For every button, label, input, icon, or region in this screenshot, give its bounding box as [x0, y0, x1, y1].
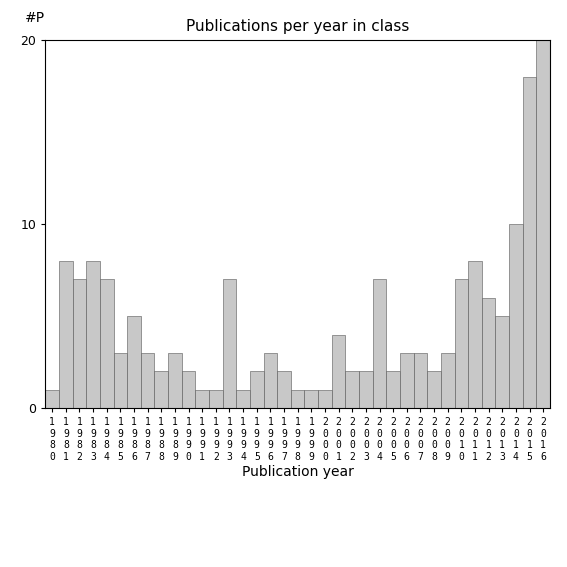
Bar [523, 77, 536, 408]
Bar [468, 261, 482, 408]
Bar [86, 261, 100, 408]
Bar [223, 279, 236, 408]
Bar [318, 390, 332, 408]
Bar [428, 371, 441, 408]
Bar [236, 390, 250, 408]
X-axis label: Publication year: Publication year [242, 465, 354, 479]
Bar [100, 279, 113, 408]
Bar [345, 371, 359, 408]
Bar [496, 316, 509, 408]
Bar [182, 371, 196, 408]
Bar [264, 353, 277, 408]
Title: Publications per year in class: Publications per year in class [186, 19, 409, 35]
Bar [441, 353, 455, 408]
Bar [168, 353, 182, 408]
Bar [250, 371, 264, 408]
Bar [413, 353, 428, 408]
Bar [59, 261, 73, 408]
Bar [127, 316, 141, 408]
Bar [277, 371, 291, 408]
Bar [196, 390, 209, 408]
Bar [209, 390, 223, 408]
Bar [141, 353, 154, 408]
Bar [113, 353, 127, 408]
Bar [73, 279, 86, 408]
Bar [400, 353, 413, 408]
Bar [291, 390, 304, 408]
Bar [455, 279, 468, 408]
Text: #P: #P [25, 11, 45, 25]
Bar [536, 40, 550, 408]
Bar [482, 298, 496, 408]
Bar [332, 335, 345, 408]
Bar [373, 279, 386, 408]
Bar [154, 371, 168, 408]
Bar [386, 371, 400, 408]
Bar [304, 390, 318, 408]
Bar [45, 390, 59, 408]
Bar [359, 371, 373, 408]
Bar [509, 224, 523, 408]
